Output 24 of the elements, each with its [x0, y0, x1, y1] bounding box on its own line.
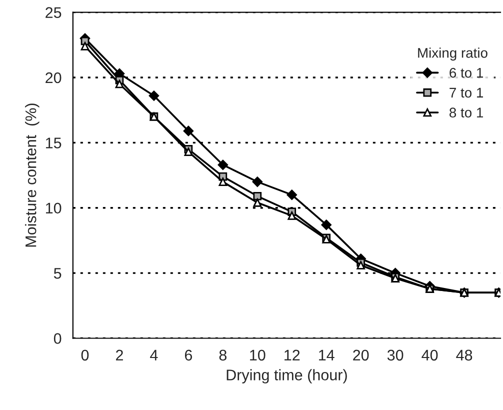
y-axis-title: Moisture content (%)	[25, 104, 40, 247]
x-tick-label: 4	[150, 350, 158, 360]
legend-label: 6 to 1	[450, 68, 483, 78]
legend-label: 8 to 1	[450, 108, 483, 118]
x-tick-label: 48	[456, 350, 472, 361]
y-tick-label: 10	[46, 202, 62, 214]
y-tick-label: 20	[46, 72, 62, 84]
y-tick-label: 5	[54, 268, 62, 279]
y-tick-label: 15	[46, 138, 62, 148]
x-tick-label: 30	[387, 350, 404, 361]
legend-title: Mixing ratio	[418, 48, 488, 61]
x-tick-label: 12	[284, 350, 300, 360]
x-tick-label: 0	[81, 350, 89, 361]
x-tick-label: 14	[319, 350, 334, 360]
x-tick-label: 6	[184, 350, 192, 361]
y-tick-label: 0	[54, 333, 62, 344]
x-tick-label: 40	[422, 350, 438, 361]
x-tick-label: 20	[353, 350, 369, 361]
x-tick-label: 2	[116, 350, 123, 360]
legend-label: 7 to 1	[450, 88, 483, 98]
x-tick-label: 8	[219, 350, 227, 361]
x-tick-label: 10	[250, 350, 266, 361]
x-axis-title: Drying time (hour)	[226, 369, 347, 384]
y-tick-label: 25	[46, 7, 62, 18]
